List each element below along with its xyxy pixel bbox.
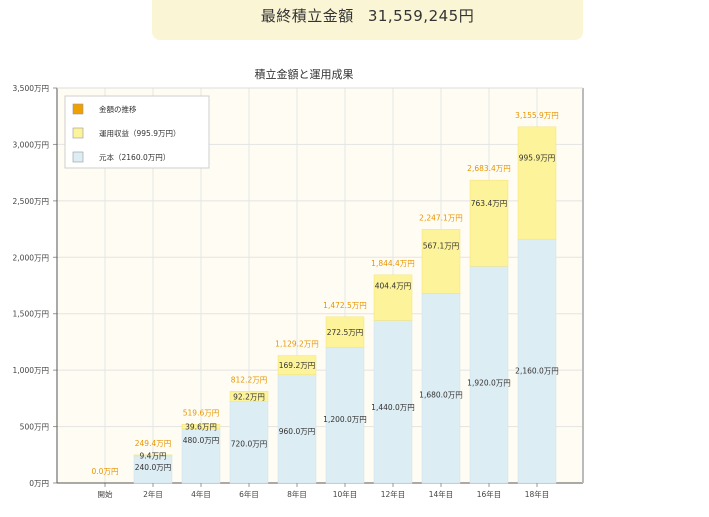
bar-principal-label: 2,160.0万円 <box>515 366 559 375</box>
bar-principal-label: 1,680.0万円 <box>419 391 463 400</box>
bar-principal-label: 960.0万円 <box>279 427 315 436</box>
bar-profit-label: 39.6万円 <box>185 423 217 432</box>
bar-total-label: 519.6万円 <box>183 408 219 417</box>
y-tick-label: 500万円 <box>20 423 49 432</box>
bar-profit <box>373 274 413 321</box>
legend-label: 運用収益（995.9万円） <box>99 128 180 138</box>
y-tick-label: 1,000万円 <box>13 366 49 375</box>
bar-total-label: 0.0万円 <box>92 467 119 476</box>
x-tick-label: 6年目 <box>239 489 259 499</box>
accumulation-chart: 0万円 500万円 1,000万円 1,500万円 2,000万円 2,500万円 3,00… <box>13 67 584 499</box>
x-tick-label: 10年目 <box>333 489 358 499</box>
legend-label: 金額の推移 <box>99 104 137 114</box>
bar-profit-label: 169.2万円 <box>279 361 315 370</box>
final-amount-value: 31,559,245円 <box>367 7 475 25</box>
bar-profit-label: 763.4万円 <box>471 199 507 208</box>
bar-principal-label: 720.0万円 <box>231 439 267 448</box>
chart-legend <box>64 95 210 169</box>
legend-swatch <box>72 103 84 115</box>
y-tick-label: 0万円 <box>29 479 49 488</box>
bar-principal <box>421 293 461 484</box>
final-amount-banner: 最終積立金額 31,559,245円 <box>152 0 583 40</box>
bar-principal-label: 1,200.0万円 <box>323 415 367 424</box>
x-tick-label: 12年目 <box>381 489 406 499</box>
bar-profit <box>325 316 365 348</box>
bar-profit <box>277 355 317 375</box>
bar-profit-label: 9.4万円 <box>140 451 167 460</box>
bar-profit <box>229 391 269 402</box>
bar-total-label: 2,247.1万円 <box>419 213 463 222</box>
bar-total-label: 812.2万円 <box>231 375 267 384</box>
bar-profit-label: 92.2万円 <box>233 393 265 402</box>
x-tick-label: 2年目 <box>143 489 163 499</box>
bar-profit <box>421 229 461 294</box>
bar-profit <box>469 179 509 267</box>
bar-total-label: 1,129.2万円 <box>275 340 319 349</box>
bar-principal-label: 480.0万円 <box>183 436 219 445</box>
bar-principal-label: 1,920.0万円 <box>467 378 511 387</box>
bar-total-label: 3,155.9万円 <box>515 111 559 120</box>
y-tick-label: 2,000万円 <box>13 253 49 262</box>
bar-principal <box>229 401 269 484</box>
y-tick-label: 2,500万円 <box>13 197 49 206</box>
x-tick-label: 16年目 <box>477 489 502 499</box>
x-tick-label: 18年目 <box>525 489 550 499</box>
bar-profit <box>517 126 557 240</box>
bar-profit <box>181 424 221 430</box>
bar-total-label: 249.4万円 <box>135 439 171 448</box>
bar-profit-label: 404.4万円 <box>375 282 411 291</box>
x-tick-label: 4年目 <box>191 489 211 499</box>
final-amount-label: 最終積立金額 <box>260 7 354 25</box>
bar-principal <box>325 347 365 484</box>
bar-profit-label: 567.1万円 <box>423 242 459 251</box>
y-tick-label: 3,000万円 <box>13 140 49 149</box>
x-tick-label: 8年目 <box>287 489 307 499</box>
bar-total-label: 1,472.5万円 <box>323 301 367 310</box>
bar-principal <box>373 320 413 484</box>
y-tick-label: 3,500万円 <box>13 84 49 93</box>
legend-label: 元本（2160.0万円） <box>99 152 170 162</box>
bar-principal <box>181 428 221 484</box>
x-tick-label: 14年目 <box>429 489 454 499</box>
legend-swatch <box>72 127 84 139</box>
y-tick-label: 1,500万円 <box>13 310 49 319</box>
bar-principal <box>277 374 317 484</box>
x-tick-label: 開始 <box>98 489 113 499</box>
bar-principal <box>517 238 557 484</box>
bar-profit-label: 995.9万円 <box>519 154 555 163</box>
bar-principal-label: 1,440.0万円 <box>371 403 415 412</box>
bar-principal <box>469 266 509 484</box>
bar-total-label: 1,844.4万円 <box>371 259 415 268</box>
legend-swatch <box>72 151 84 163</box>
final-amount-text: 最終積立金額 31,559,245円 <box>152 5 583 26</box>
bar-profit <box>133 454 173 457</box>
bar-profit-label: 272.5万円 <box>327 328 363 337</box>
bar-principal-label: 240.0万円 <box>135 463 171 472</box>
chart-title: 積立金額と運用成果 <box>255 67 354 81</box>
bar-total-label: 2,683.4万円 <box>467 164 511 173</box>
